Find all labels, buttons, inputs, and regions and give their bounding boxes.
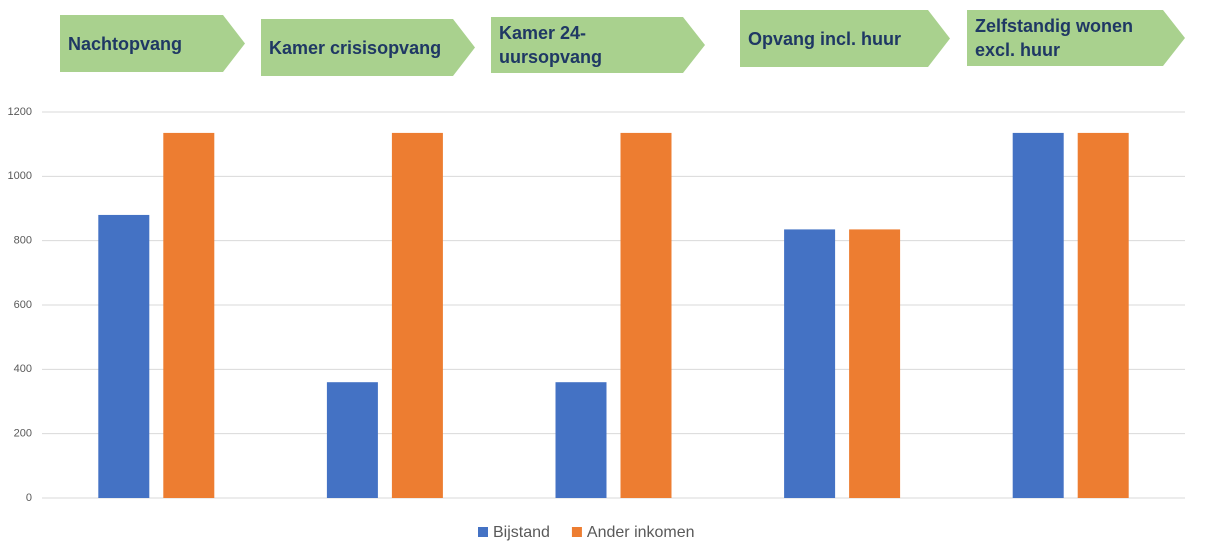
legend-label: Bijstand bbox=[493, 524, 550, 541]
category-arrow: Zelfstandig wonen excl. huur bbox=[967, 10, 1185, 66]
category-arrow: Kamer 24-uursopvang bbox=[491, 17, 705, 73]
y-tick-label: 1200 bbox=[8, 106, 32, 118]
bar bbox=[1077, 132, 1129, 499]
y-tick-label: 600 bbox=[14, 299, 32, 311]
y-tick-label: 200 bbox=[14, 428, 32, 440]
category-arrow: Kamer crisisopvang bbox=[261, 19, 475, 76]
y-tick-label: 400 bbox=[14, 363, 32, 375]
y-tick-label: 0 bbox=[26, 492, 32, 504]
bar bbox=[391, 132, 443, 499]
legend-label: Ander inkomen bbox=[587, 524, 695, 541]
bar bbox=[555, 382, 607, 498]
bar bbox=[326, 382, 378, 498]
category-arrow: Nachtopvang bbox=[60, 15, 245, 72]
bar bbox=[620, 132, 672, 499]
category-arrow: Opvang incl. huur bbox=[740, 10, 950, 67]
bar bbox=[98, 214, 150, 498]
bar bbox=[849, 229, 901, 499]
bar bbox=[784, 229, 836, 499]
bar bbox=[163, 132, 215, 499]
y-tick-label: 1000 bbox=[8, 170, 32, 182]
y-tick-label: 800 bbox=[14, 235, 32, 247]
legend-swatch bbox=[478, 527, 488, 537]
legend-swatch bbox=[571, 527, 582, 537]
bar bbox=[1012, 132, 1064, 499]
